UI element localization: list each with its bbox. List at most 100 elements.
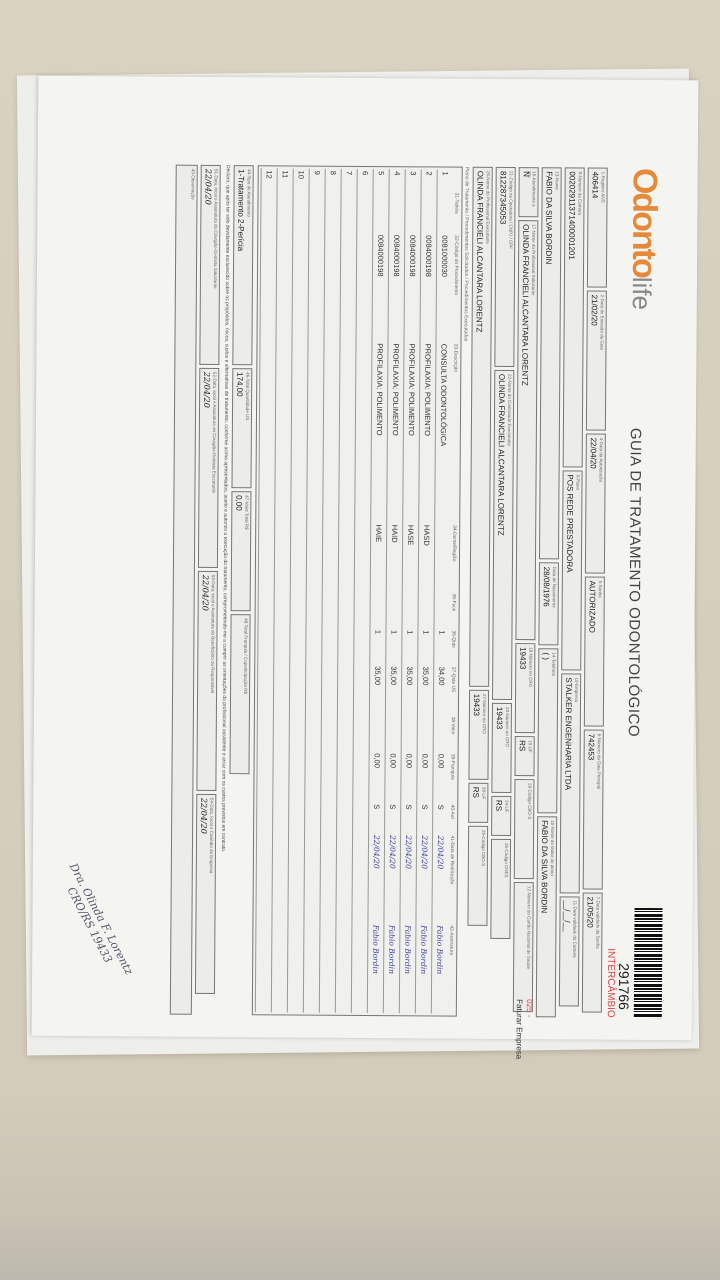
- cell-codigo: [276, 232, 293, 341]
- row-number: 9: [309, 168, 326, 190]
- column-header: 40-Aut: [449, 804, 455, 819]
- cell-qtde: [273, 627, 291, 664]
- row-number: 6: [357, 168, 374, 191]
- cell-qtde: [337, 627, 355, 665]
- cell-us: 35,00: [369, 664, 386, 715]
- row-number: 10: [293, 168, 310, 190]
- cell-us: [337, 663, 354, 715]
- col-index: [453, 170, 460, 191]
- procedures-table: 31-Tabela 32-Código do Procedimento 33-Des…: [255, 168, 460, 1014]
- cell-aut: S: [432, 802, 449, 834]
- cell-codigo: [356, 232, 373, 342]
- cell-regiao: HASD: [418, 522, 435, 592]
- cell-franquia: [352, 751, 370, 803]
- row-number: 2: [421, 169, 438, 191]
- field-value: 406414: [590, 171, 600, 199]
- cell-regiao: HAIE: [370, 522, 387, 592]
- cell-regiao: [354, 522, 371, 592]
- cell-assinatura: Fabio Bordin: [399, 923, 416, 1014]
- cell-qtde: [321, 627, 339, 664]
- uf-solicitante-field: 19-UF RS: [514, 736, 535, 777]
- cell-us: 35,00: [401, 664, 418, 715]
- cell-face: [370, 591, 387, 629]
- cell-franquia: [272, 750, 290, 802]
- cell-tabela: [260, 189, 278, 233]
- cell-franquia: 0,00: [368, 751, 386, 803]
- field-label: 25-Código CNES: [503, 842, 510, 878]
- field-label: 12-Número do Cartão Nacional de Saúde: [526, 886, 532, 969]
- cell-us: [273, 663, 290, 714]
- cell-aut: [256, 801, 273, 833]
- field-label: 6-Número da Guia Principal: [596, 733, 602, 790]
- cell-qtde: 1: [433, 628, 450, 665]
- field-value: __/__/__: [562, 900, 572, 932]
- cell-us: [305, 663, 322, 714]
- cell-face: [258, 590, 275, 628]
- cell-qtde: 1: [369, 627, 387, 665]
- field-label: 19-UF: [527, 740, 533, 753]
- cell-codigo: 0084000198: [372, 232, 389, 342]
- cell-qtde: [289, 627, 307, 664]
- cell-qtde: 1: [401, 628, 419, 665]
- cell-descricao: PROFILAXIA: POLIMENTO: [370, 341, 389, 523]
- cell-regiao: [290, 521, 307, 591]
- cell-codigo: [292, 232, 309, 341]
- cell-valor: [273, 713, 290, 751]
- cell-qtde: [257, 627, 275, 664]
- column-header: 31-Tabela: [453, 192, 459, 214]
- cell-us: [289, 663, 306, 714]
- cell-codigo: [340, 232, 357, 342]
- row-number: 12: [261, 168, 278, 190]
- cell-assinatura: [303, 922, 320, 1013]
- field-value: RS: [517, 740, 527, 752]
- cell-assinatura: Fabio Bordin: [415, 923, 432, 1014]
- guia-principal-field: 6-Número da Guia Principal 742453: [582, 729, 604, 890]
- cell-aut: [352, 801, 369, 833]
- cell-data: 22/04/20: [383, 833, 401, 924]
- field-label: 1-Registro ANS: [600, 171, 606, 203]
- data-autorizacao-field: 4-Data da Autorização 22/04/20: [584, 433, 606, 574]
- cell-descricao: [258, 340, 277, 522]
- field-value: ( ): [541, 652, 551, 661]
- column-header: 32-Código do Procedimento: [452, 235, 459, 296]
- cell-aut: S: [400, 802, 417, 834]
- rn-field: 16-Atendimento a RN N: [518, 167, 539, 218]
- cell-regiao: [434, 523, 451, 592]
- cell-assinatura: [351, 922, 368, 1014]
- field-label: 7-Data validade da Senha: [595, 896, 601, 949]
- cell-aut: [288, 801, 305, 833]
- form-header: Odontolife GUIA DE TRATAMENTO ODONTOLÓGI…: [602, 168, 668, 1019]
- cell-descricao: [274, 340, 293, 522]
- cell-us: [257, 663, 274, 714]
- field-value: 812287345053: [498, 170, 508, 225]
- field-value: AUTORIZADO: [587, 580, 597, 633]
- guia-number: 291766: [615, 963, 633, 1010]
- row-number: 8: [325, 168, 342, 190]
- field-value: 19433: [494, 706, 504, 730]
- row-number: 5: [373, 169, 390, 191]
- dentist-stamp: Dra. Olinda F. Lorentz CRO/RS 19433: [64, 861, 136, 978]
- cell-us: 35,00: [385, 664, 402, 715]
- nascimento-field: Data de Nascimento 28/08/1976: [538, 562, 559, 646]
- cell-us: [353, 664, 370, 715]
- field-value: 19433: [471, 693, 482, 717]
- cell-regiao: HASE: [402, 522, 419, 592]
- cell-valor: [385, 714, 402, 752]
- cell-codigo: 0084000198: [420, 233, 437, 342]
- cell-codigo: [308, 232, 325, 341]
- cell-franquia: 0,00: [384, 751, 402, 803]
- cell-regiao: [306, 522, 323, 591]
- field-label: 20-Código CBO-S: [527, 783, 533, 820]
- data-emissao-field: 2-Data de Emissão da Guia 21/02/20: [585, 290, 607, 431]
- cell-descricao: [338, 340, 357, 523]
- cell-franquia: [336, 751, 354, 802]
- field-label: 16-Atendimento a RN: [526, 171, 537, 207]
- field-value: 21/05/20: [585, 896, 595, 928]
- cell-descricao: [306, 340, 325, 523]
- cell-franquia: 0,00: [416, 751, 434, 803]
- cell-tabela: [292, 189, 310, 233]
- row-number: 4: [389, 169, 406, 191]
- cell-valor: [337, 713, 354, 752]
- column-header: 35-Face: [450, 593, 456, 612]
- row-number: 1: [437, 169, 453, 191]
